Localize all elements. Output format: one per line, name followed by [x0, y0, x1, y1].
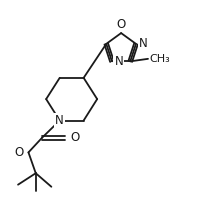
Text: N: N [138, 37, 147, 50]
Text: O: O [116, 18, 126, 31]
Text: N: N [55, 114, 64, 127]
Text: N: N [114, 55, 123, 68]
Text: O: O [71, 131, 80, 144]
Text: O: O [14, 146, 23, 159]
Text: CH₃: CH₃ [150, 54, 170, 64]
